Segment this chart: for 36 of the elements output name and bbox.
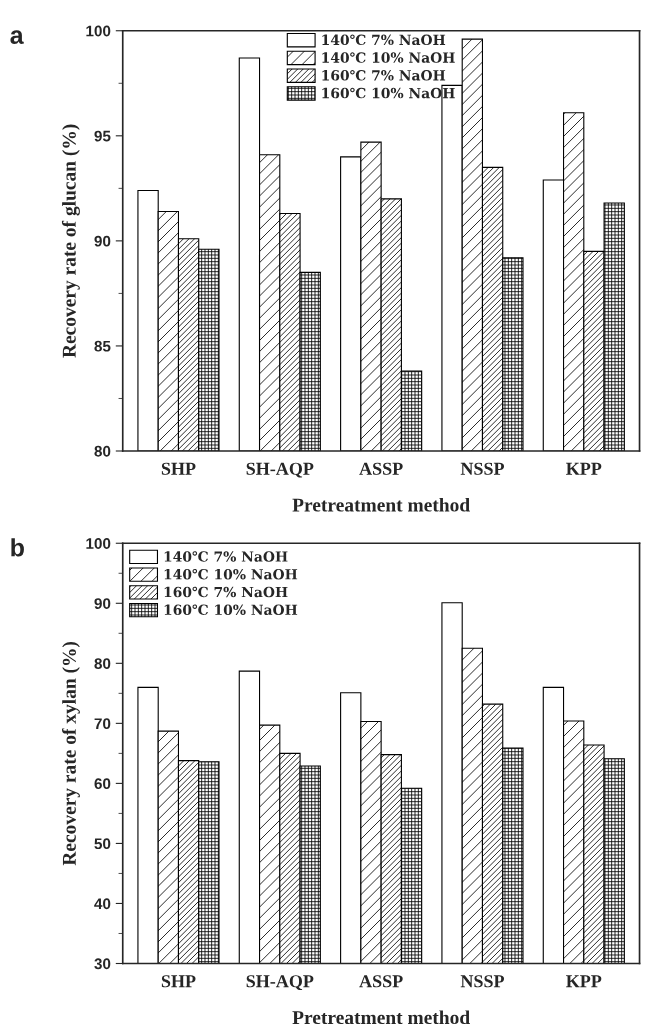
x-tick-label: NSSP <box>460 462 505 475</box>
x-axis-title: Pretreatment method <box>292 497 470 512</box>
text: b <box>11 538 24 557</box>
y-tick-label: 80 <box>94 445 111 457</box>
x-tick-label: SH-AQP <box>246 462 314 478</box>
y-tick-label: 95 <box>94 130 111 142</box>
x-tick-label: ASSP <box>359 462 403 475</box>
y-tick-label: 90 <box>94 235 111 247</box>
y-tick-label: 100 <box>86 25 111 37</box>
x-tick-label: KPP <box>566 975 602 988</box>
y-tick-label: 100 <box>86 538 111 549</box>
legend-label: 160℃ 10% NaOH <box>164 604 298 616</box>
y-tick-label: 30 <box>94 958 111 970</box>
x-axis-title: Pretreatment method <box>292 1010 470 1025</box>
x-tick-label: SHP <box>161 462 196 475</box>
x-tick-label: KPP <box>566 462 602 475</box>
legend-label: 140℃ 10% NaOH <box>164 568 298 580</box>
text: a <box>10 30 24 44</box>
y-tick-label: 40 <box>94 898 111 910</box>
legend-label: 160℃ 7% NaOH <box>164 586 288 598</box>
legend-label: 160℃ 7% NaOH <box>322 69 446 81</box>
y-tick-label: 80 <box>94 658 111 670</box>
x-tick-label: ASSP <box>359 975 403 988</box>
legend-label: 140℃ 7% NaOH <box>322 34 446 46</box>
y-tick-label: 90 <box>94 598 111 609</box>
y-axis-title: Recovery rate of glucan (%) <box>61 124 80 358</box>
x-tick-label: SH-AQP <box>246 975 314 991</box>
y-tick-label: 50 <box>94 838 111 850</box>
x-tick-label: NSSP <box>460 975 505 988</box>
y-tick-label: 70 <box>94 718 111 730</box>
legend-label: 140℃ 7% NaOH <box>164 551 288 562</box>
y-axis-title: Recovery rate of xylan (%) <box>62 641 80 866</box>
x-tick-label: SHP <box>161 975 196 988</box>
legend-label: 140℃ 10% NaOH <box>322 52 455 63</box>
y-tick-label: 60 <box>94 778 111 790</box>
y-tick-label: 85 <box>94 340 111 352</box>
